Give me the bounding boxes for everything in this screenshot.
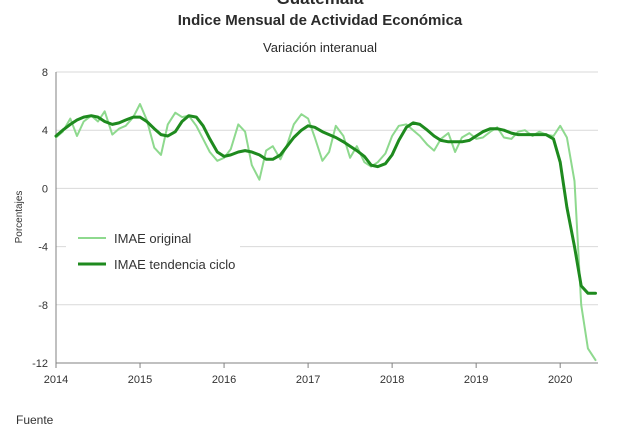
series-lines — [54, 103, 597, 362]
x-tick-label: 2015 — [128, 374, 152, 386]
x-tick-label: 2016 — [212, 374, 236, 386]
y-tick-label: 8 — [42, 67, 48, 79]
axes: 8 4 0 -4 -8 -12 2014 2015 2016 2017 2018 2019 2020 — [32, 67, 598, 386]
x-tick-label: 2019 — [464, 374, 488, 386]
y-axis-label: Porcentajes — [14, 191, 25, 244]
series-line-imae-tendencia — [54, 114, 597, 295]
y-tick-label: 4 — [42, 125, 48, 137]
x-tick-label: 2018 — [380, 374, 404, 386]
source-note: Fuente — [16, 413, 54, 427]
y-tick-label: 0 — [42, 183, 48, 195]
x-tick-label: 2014 — [44, 374, 68, 386]
chart-title: Indice Mensual de Actividad Económica — [177, 12, 463, 29]
x-tick-label: 2020 — [548, 374, 572, 386]
chart-subtitle: Variación interanual — [263, 40, 377, 55]
y-tick-label: -4 — [38, 242, 48, 254]
y-tick-label: -12 — [32, 358, 48, 370]
legend: IMAE original IMAE tendencia ciclo — [66, 222, 240, 282]
legend-label-trend: IMAE tendencia ciclo — [114, 257, 235, 272]
legend-label-original: IMAE original — [114, 231, 191, 246]
x-tick-label: 2017 — [296, 374, 320, 386]
legend-box — [66, 222, 240, 282]
cut-off-top-title: Guatemala — [0, 0, 640, 9]
series-line-imae-original — [55, 103, 597, 362]
y-tick-label: -8 — [38, 300, 48, 312]
